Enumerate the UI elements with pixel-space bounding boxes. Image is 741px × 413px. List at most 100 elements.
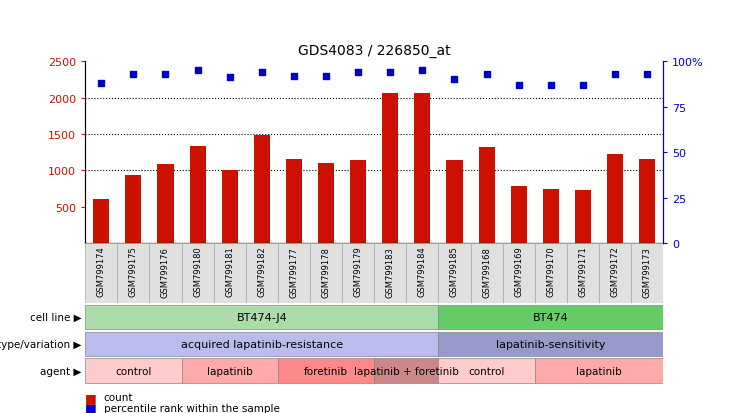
Text: GSM799181: GSM799181 (225, 246, 234, 297)
Point (385, 69, 396, 76)
Text: GSM799182: GSM799182 (257, 246, 266, 297)
Text: lapatinib: lapatinib (207, 366, 253, 376)
Bar (542, 190, 559, 244)
Bar (350, 161, 366, 244)
Bar (439, 244, 471, 304)
Bar (639, 160, 655, 244)
Bar (374, 244, 406, 304)
Bar (575, 191, 591, 244)
Text: GSM799184: GSM799184 (418, 246, 427, 297)
Bar (502, 244, 535, 304)
Point (352, 69, 364, 76)
Text: lapatinib: lapatinib (576, 366, 622, 376)
Bar (567, 244, 599, 304)
Point (545, 82, 556, 89)
Bar (278, 358, 374, 383)
Bar (190, 147, 205, 244)
Text: control: control (115, 366, 152, 376)
Bar (310, 244, 342, 304)
Text: GSM799178: GSM799178 (322, 246, 330, 297)
Bar (253, 135, 270, 244)
Text: GSM799177: GSM799177 (290, 246, 299, 297)
Text: GSM799172: GSM799172 (611, 246, 619, 297)
Text: ■: ■ (85, 391, 101, 404)
Text: agent ▶: agent ▶ (40, 366, 82, 376)
Bar (222, 170, 238, 244)
Point (192, 68, 204, 74)
Point (448, 77, 460, 83)
Text: lapatinib + foretinib: lapatinib + foretinib (354, 366, 459, 376)
Bar (382, 94, 399, 244)
Bar (439, 358, 535, 383)
Text: percentile rank within the sample: percentile rank within the sample (104, 403, 279, 413)
Text: GSM799185: GSM799185 (450, 246, 459, 297)
Text: GSM799174: GSM799174 (97, 246, 106, 297)
Bar (125, 176, 142, 244)
Bar (599, 244, 631, 304)
Text: BT474-J4: BT474-J4 (236, 312, 288, 322)
Point (513, 82, 525, 89)
Point (256, 69, 268, 76)
Text: GSM799169: GSM799169 (514, 246, 523, 297)
Point (641, 71, 653, 78)
Bar (446, 161, 462, 244)
Point (224, 75, 236, 82)
Bar (150, 244, 182, 304)
Text: GSM799170: GSM799170 (546, 246, 555, 297)
Bar (471, 244, 502, 304)
Bar (439, 305, 663, 329)
Bar (607, 154, 623, 244)
Title: GDS4083 / 226850_at: GDS4083 / 226850_at (298, 44, 451, 58)
Bar (182, 244, 213, 304)
Bar (631, 244, 663, 304)
Bar (535, 244, 567, 304)
Bar (182, 358, 278, 383)
Text: BT474: BT474 (533, 312, 568, 322)
Bar (246, 244, 278, 304)
Bar (85, 358, 182, 383)
Text: GSM799173: GSM799173 (642, 246, 651, 297)
Bar (318, 164, 334, 244)
Bar (439, 332, 663, 356)
Text: ■: ■ (85, 401, 101, 413)
Text: acquired lapatinib-resistance: acquired lapatinib-resistance (181, 339, 343, 349)
Bar (157, 164, 173, 244)
Text: GSM799175: GSM799175 (129, 246, 138, 297)
Point (416, 68, 428, 74)
Text: GSM799176: GSM799176 (161, 246, 170, 297)
Point (609, 71, 621, 78)
Text: GSM799180: GSM799180 (193, 246, 202, 297)
Text: GSM799179: GSM799179 (353, 246, 362, 297)
Bar (85, 244, 117, 304)
Bar (117, 244, 150, 304)
Text: GSM799183: GSM799183 (386, 246, 395, 297)
Bar (278, 244, 310, 304)
Text: lapatinib-sensitivity: lapatinib-sensitivity (496, 339, 605, 349)
Point (288, 73, 300, 80)
Text: GSM799168: GSM799168 (482, 246, 491, 297)
Bar (85, 332, 439, 356)
Bar (414, 94, 431, 244)
Text: control: control (468, 366, 505, 376)
Point (96, 81, 107, 87)
Bar (342, 244, 374, 304)
Bar (535, 358, 663, 383)
Bar (511, 186, 527, 244)
Bar (93, 199, 110, 244)
Bar (479, 148, 495, 244)
Bar (406, 244, 439, 304)
Point (320, 73, 332, 80)
Bar (85, 305, 439, 329)
Text: GSM799171: GSM799171 (579, 246, 588, 297)
Point (577, 82, 589, 89)
Bar (213, 244, 246, 304)
Point (127, 71, 139, 78)
Bar (374, 358, 439, 383)
Point (481, 71, 493, 78)
Bar (286, 160, 302, 244)
Text: cell line ▶: cell line ▶ (30, 312, 82, 322)
Text: genotype/variation ▶: genotype/variation ▶ (0, 339, 82, 349)
Text: count: count (104, 392, 133, 402)
Text: foretinib: foretinib (304, 366, 348, 376)
Point (159, 71, 171, 78)
